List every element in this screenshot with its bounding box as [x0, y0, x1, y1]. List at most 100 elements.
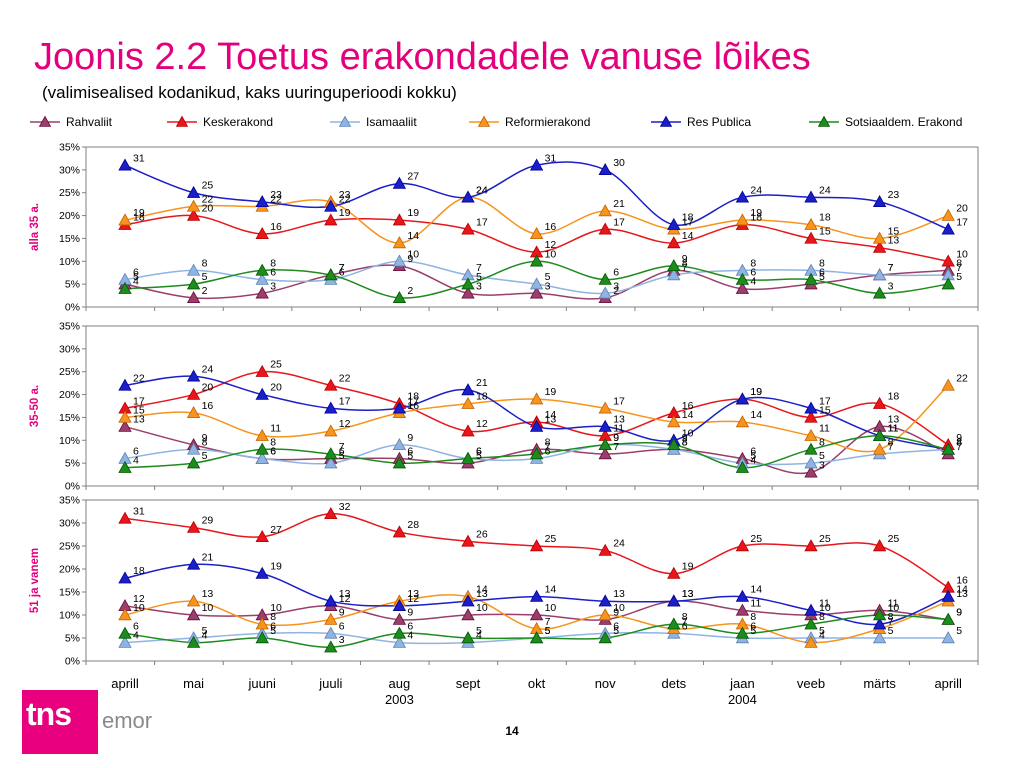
data-label: 8	[545, 436, 551, 448]
data-label: 13	[545, 414, 557, 426]
legend-label: Keskerakond	[203, 115, 273, 129]
data-point	[529, 254, 544, 267]
data-label: 24	[750, 184, 762, 196]
data-point	[324, 506, 338, 519]
data-point	[598, 447, 612, 460]
data-label: 10	[545, 602, 557, 614]
data-point	[804, 401, 818, 414]
data-point	[872, 240, 887, 253]
data-label: 6	[750, 620, 756, 632]
data-label: 10	[613, 602, 625, 614]
data-label: 10	[270, 602, 282, 614]
page-number: 14	[505, 724, 519, 738]
data-label: 15	[819, 404, 831, 416]
data-point	[735, 272, 750, 285]
data-label: 26	[476, 528, 488, 540]
data-point	[118, 608, 132, 621]
data-point	[118, 626, 132, 639]
data-label: 11	[888, 423, 899, 435]
data-label: 5	[202, 271, 208, 283]
data-point	[392, 213, 407, 226]
data-point	[392, 626, 407, 639]
data-point	[186, 263, 201, 276]
data-point	[461, 608, 475, 621]
data-point	[324, 594, 338, 607]
data-point	[255, 617, 269, 630]
data-point	[392, 176, 407, 189]
data-label: 16	[956, 574, 968, 586]
data-label: 20	[202, 382, 214, 394]
data-label: 12	[133, 593, 145, 605]
data-label: 4	[750, 455, 756, 467]
data-label: 19	[682, 561, 694, 573]
data-label: 3	[270, 280, 276, 292]
y-tick-label: 20%	[59, 564, 80, 576]
y-tick-label: 20%	[59, 210, 80, 222]
data-point	[392, 525, 407, 538]
data-label: 12	[476, 418, 488, 430]
year-label: 2004	[728, 692, 757, 707]
data-point	[186, 387, 201, 400]
data-label: 25	[202, 180, 214, 192]
data-label: 9	[407, 253, 413, 265]
data-label: 27	[407, 171, 419, 183]
y-tick-label: 0%	[65, 656, 80, 668]
data-label: 17	[407, 395, 419, 407]
data-label: 8	[819, 611, 825, 623]
data-label: 19	[133, 207, 145, 219]
data-label: 29	[202, 515, 214, 527]
data-point	[667, 617, 681, 630]
data-point	[735, 626, 750, 639]
data-label: 14	[750, 409, 762, 421]
x-axis: aprill mai juuni juuli aug sept okt nov dets jaan…	[111, 676, 962, 707]
data-label: 10	[202, 602, 214, 614]
y-tick-label: 0%	[65, 302, 80, 314]
y-tick-label: 35%	[59, 321, 80, 333]
data-point	[392, 291, 407, 304]
data-point	[461, 631, 475, 644]
data-point	[324, 447, 338, 460]
data-label: 6	[270, 446, 276, 458]
data-label: 7	[339, 441, 345, 453]
data-label: 16	[270, 221, 282, 233]
legend-marker	[477, 115, 491, 127]
data-point	[392, 438, 407, 451]
panel-label: 35-50 a.	[29, 385, 41, 427]
data-label: 5	[133, 271, 139, 283]
data-label: 25	[819, 533, 831, 545]
data-label: 8	[819, 257, 825, 269]
legend: Rahvaliit Keskerakond Isamaaliit Reformiera…	[30, 115, 962, 129]
data-label: 5	[956, 625, 962, 637]
data-point	[941, 589, 955, 602]
data-point	[255, 442, 269, 455]
data-label: 19	[270, 561, 282, 573]
data-label: 16	[407, 400, 419, 412]
data-label: 21	[202, 551, 214, 563]
data-point	[872, 442, 887, 455]
data-label: 18	[133, 565, 145, 577]
data-label: 9	[613, 607, 619, 619]
data-label: 5	[202, 625, 208, 637]
data-point	[804, 442, 818, 455]
data-point	[118, 419, 132, 432]
data-point	[804, 603, 818, 616]
data-point	[598, 419, 612, 432]
data-label: 13	[407, 588, 419, 600]
legend-marker	[338, 115, 352, 127]
y-tick-label: 0%	[65, 481, 80, 493]
data-label: 6	[750, 267, 756, 279]
data-point	[392, 612, 407, 625]
data-label: 4	[476, 630, 482, 642]
data-label: 7	[339, 262, 345, 274]
data-point	[735, 190, 750, 203]
data-label: 6	[133, 620, 139, 632]
data-label: 13	[613, 414, 625, 426]
data-label: 5	[545, 625, 551, 637]
data-label: 11	[750, 597, 761, 609]
data-label: 31	[133, 505, 145, 517]
data-label: 24	[202, 363, 214, 375]
data-label: 14	[545, 409, 557, 421]
data-point	[529, 286, 544, 299]
data-label: 7	[682, 262, 688, 274]
